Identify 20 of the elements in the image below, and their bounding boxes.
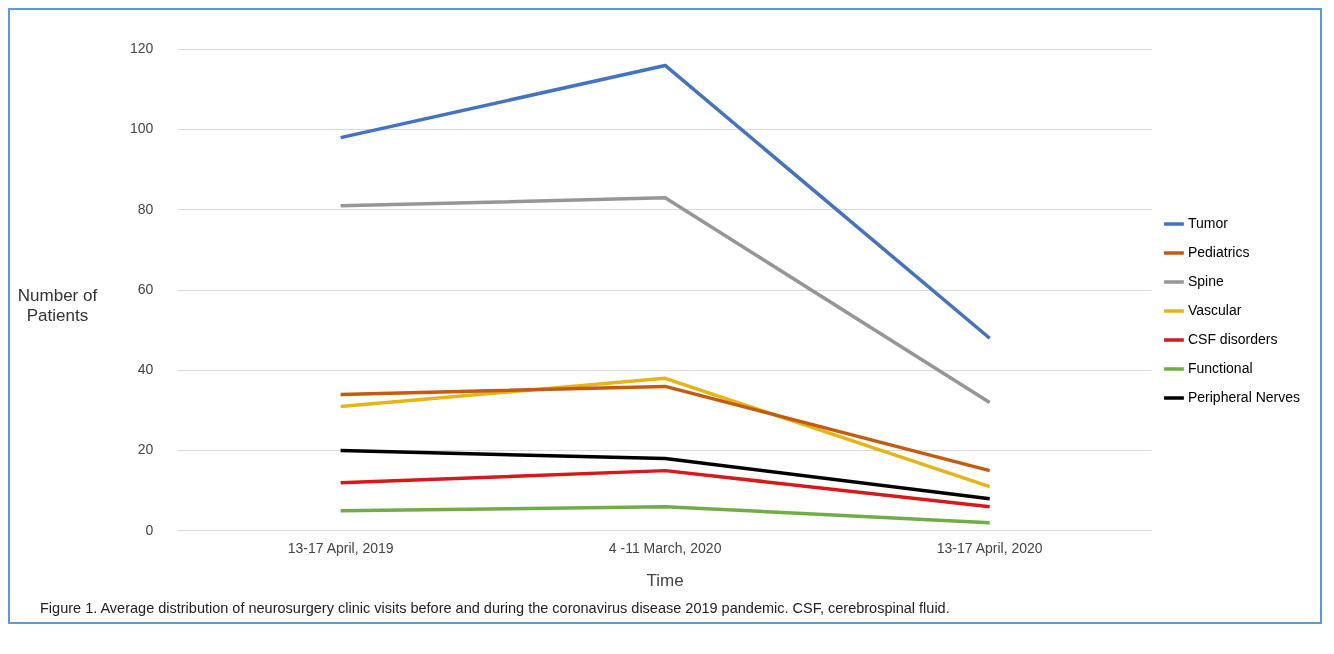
y-tick-label: 100 xyxy=(130,120,154,137)
y-tick-label: 0 xyxy=(145,521,154,538)
legend-label: CSF disorders xyxy=(1187,330,1278,347)
legend-label: Peripheral Nerves xyxy=(1187,388,1301,405)
y-tick-label: 60 xyxy=(137,280,154,297)
y-axis-title: Number of Patients xyxy=(16,286,99,326)
caption: Figure 1. Average distribution of neurosurgery clinic visits before and during the coronavirus disease 2019 pandemic. CSF, cerebrospinal fluid. xyxy=(39,600,951,616)
y-tick-label: 40 xyxy=(137,361,154,378)
legend-label: Vascular xyxy=(1187,301,1242,318)
x-tick-label: 13-17 April, 2020 xyxy=(936,540,1043,557)
x-tick-label: 4 -11 March, 2020 xyxy=(608,540,722,557)
legend-label: Pediatrics xyxy=(1187,243,1250,260)
legend-label: Tumor xyxy=(1187,214,1229,231)
y-tick-label: 80 xyxy=(137,200,154,217)
legend-label: Functional xyxy=(1187,359,1253,376)
y-tick-label: 120 xyxy=(130,40,154,57)
x-tick-label: 13-17 April, 2019 xyxy=(287,540,394,557)
y-tick-label: 20 xyxy=(137,441,154,458)
legend-label: Spine xyxy=(1187,272,1224,289)
x-axis-title: Time xyxy=(646,571,684,591)
